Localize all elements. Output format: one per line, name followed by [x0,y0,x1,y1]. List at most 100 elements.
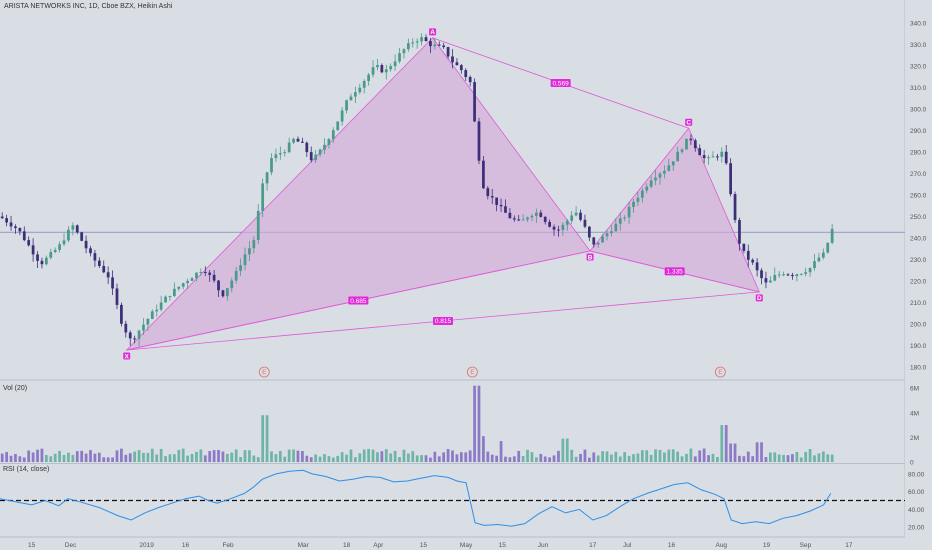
candle [543,216,547,222]
volume-bar [18,456,22,462]
volume-bar [813,455,816,462]
volume-bar [618,456,622,462]
candle [517,219,521,221]
earnings-marker [258,366,270,378]
volume-bar [702,448,706,462]
volume-bar [565,438,569,462]
candle [535,212,538,216]
volume-bar [195,451,198,462]
volume-bar [640,450,644,462]
date-tick-label: 15 [499,542,507,549]
candle [433,44,437,47]
volume-bar [0,453,4,462]
candle [221,290,225,297]
volume-bar [543,456,547,462]
volume-bar [336,455,340,462]
date-tick-label: Jul [623,542,632,549]
candle [62,240,66,245]
candle [658,173,662,178]
candle [159,302,163,310]
candle [270,158,273,173]
candle [693,140,697,149]
volume-bar [707,455,710,462]
candle [729,163,732,195]
candle [415,41,419,43]
volume-bar [323,454,326,462]
pattern-point-label: B [588,254,593,261]
volume-bar [658,449,662,462]
price-tick-label: 290.0 [910,128,927,135]
volume-bar [186,455,189,462]
candle [451,56,454,63]
candle [349,96,353,101]
candle [362,80,366,88]
volume-bar [305,455,309,462]
volume-bar [764,457,768,462]
volume-bar [80,450,84,462]
volume-bar [693,456,697,462]
volume-bar [75,451,79,462]
volume-bar [751,456,755,462]
rsi-line [0,469,905,527]
date-tick-label: 19 [763,542,771,549]
volume-bar [636,453,640,462]
volume-bar [49,456,53,462]
candle [137,330,141,339]
candle [384,69,388,73]
volume-bar [415,455,419,462]
volume-bar [548,457,551,462]
volume-bar [106,457,110,462]
candle [340,110,344,122]
candle [455,62,459,66]
candle [111,277,114,289]
candle [583,219,587,227]
volume-bar [128,453,132,462]
candle [58,244,61,250]
candle [97,260,101,267]
volume-bar [389,453,393,462]
volume-tick-label: 4M [910,410,919,417]
candle [632,201,635,207]
candle [587,226,591,238]
price-tick-label: 320.0 [910,63,927,70]
volume-bar [331,457,335,462]
volume-bar [349,449,353,462]
candle [446,47,450,57]
price-tick-label: 210.0 [910,300,927,307]
candle [93,253,97,261]
candle [354,92,357,97]
volume-bar [508,457,512,462]
candle [115,288,119,305]
candle [640,190,644,198]
candle [14,226,17,228]
volume-bar [203,455,207,462]
candle [181,283,185,287]
candle [53,249,57,253]
candle [318,149,322,155]
candle [234,270,238,281]
candle [755,262,759,271]
volume-bar [102,457,106,462]
volume-bar [380,451,384,462]
volume-bar [442,452,446,462]
candle [826,242,830,253]
candle [9,222,13,227]
rsi-series-line [0,469,832,527]
volume-bar [473,385,476,462]
volume-bar [199,449,203,462]
candle [627,206,631,218]
pattern-point-label: A [430,29,435,36]
candle [371,67,375,75]
candle [473,82,476,122]
volume-bar [526,449,529,462]
volume-bar [791,454,794,462]
candle [808,268,812,273]
candle [768,280,772,283]
candle [680,149,684,152]
volume-bar [521,456,525,462]
candle [645,186,649,191]
harmonic-pattern [125,37,760,351]
candle [358,87,362,93]
pattern-point-badge [586,253,594,261]
